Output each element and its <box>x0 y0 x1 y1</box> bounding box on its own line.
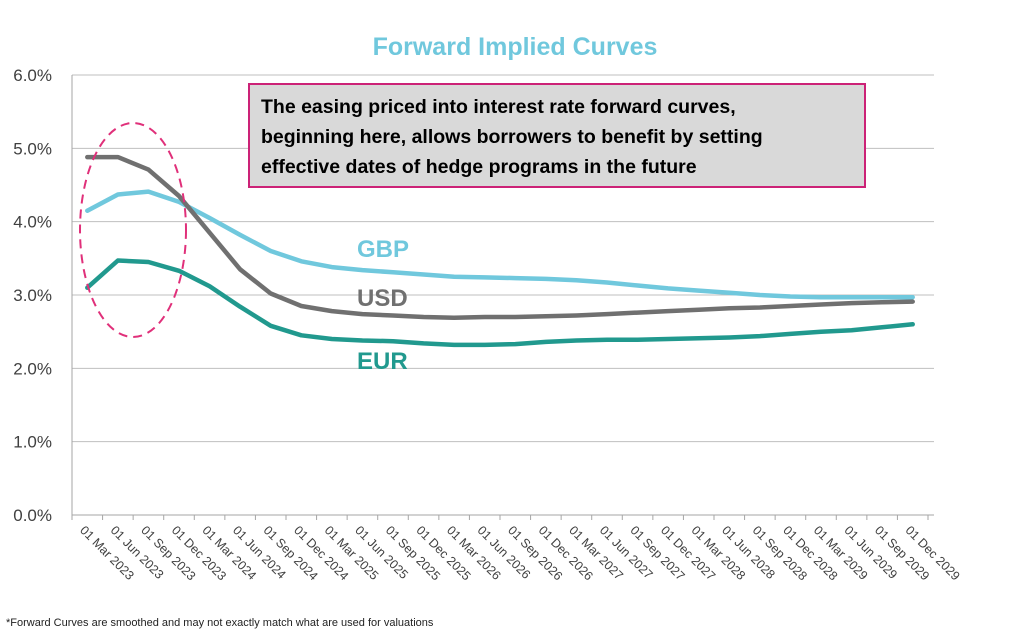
series-line-eur <box>85 258 915 348</box>
series-label-usd: USD <box>357 285 408 312</box>
y-tick-label: 0.0% <box>13 506 52 525</box>
y-tick-label: 6.0% <box>13 66 52 85</box>
series-lines <box>85 154 915 348</box>
annotation-box <box>248 83 866 188</box>
chart-title: Forward Implied Curves <box>373 33 658 61</box>
series-label-eur: EUR <box>357 348 408 375</box>
series-label-gbp: GBP <box>357 236 409 263</box>
annotation-line-1: The easing priced into interest rate for… <box>261 96 736 118</box>
series-line-gbp <box>85 189 915 300</box>
series-labels: GBP USD EUR <box>357 236 409 375</box>
series-line-usd <box>85 154 915 320</box>
x-axis <box>71 75 934 520</box>
annotation-line-2: beginning here, allows borrowers to bene… <box>261 126 763 148</box>
y-axis-ticks: 0.0% 1.0% 2.0% 3.0% 4.0% 5.0% 6.0% <box>13 66 52 525</box>
footnote: *Forward Curves are smoothed and may not… <box>6 617 434 629</box>
y-tick-label: 5.0% <box>13 139 52 158</box>
y-tick-label: 1.0% <box>13 433 52 452</box>
y-tick-label: 3.0% <box>13 286 52 305</box>
y-tick-label: 2.0% <box>13 359 52 378</box>
annotation-line-3: effective dates of hedge programs in the… <box>261 156 697 178</box>
highlight-ellipse <box>79 122 187 338</box>
y-tick-label: 4.0% <box>13 213 52 232</box>
